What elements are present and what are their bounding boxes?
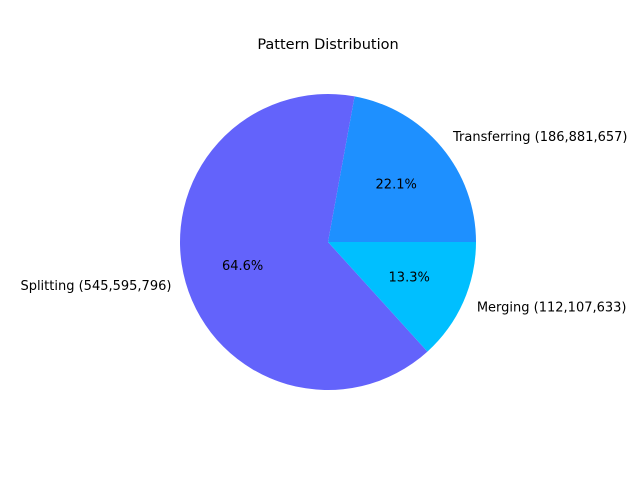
pie-slice-label-merging: Merging (112,107,633): [477, 300, 627, 315]
pie-slice-merging: [328, 242, 476, 352]
pie-percent-label-splitting: 64.6%: [222, 259, 263, 274]
pie-slice-label-transferring: Transferring (186,881,657): [452, 130, 627, 145]
pie-slices: [179, 93, 476, 390]
pie-slice-label-splitting: Splitting (545,595,796): [20, 279, 171, 294]
pie-slice-splitting: [179, 93, 428, 390]
chart-title: Pattern Distribution: [257, 37, 398, 53]
pie-labels: 22.1% Transferring (186,881,657) 64.6% Spli…: [20, 130, 627, 315]
pie-percent-label-transferring: 22.1%: [376, 178, 417, 193]
pie-slice-transferring: [328, 96, 476, 243]
pie-percent-label-merging: 13.3%: [389, 270, 430, 285]
